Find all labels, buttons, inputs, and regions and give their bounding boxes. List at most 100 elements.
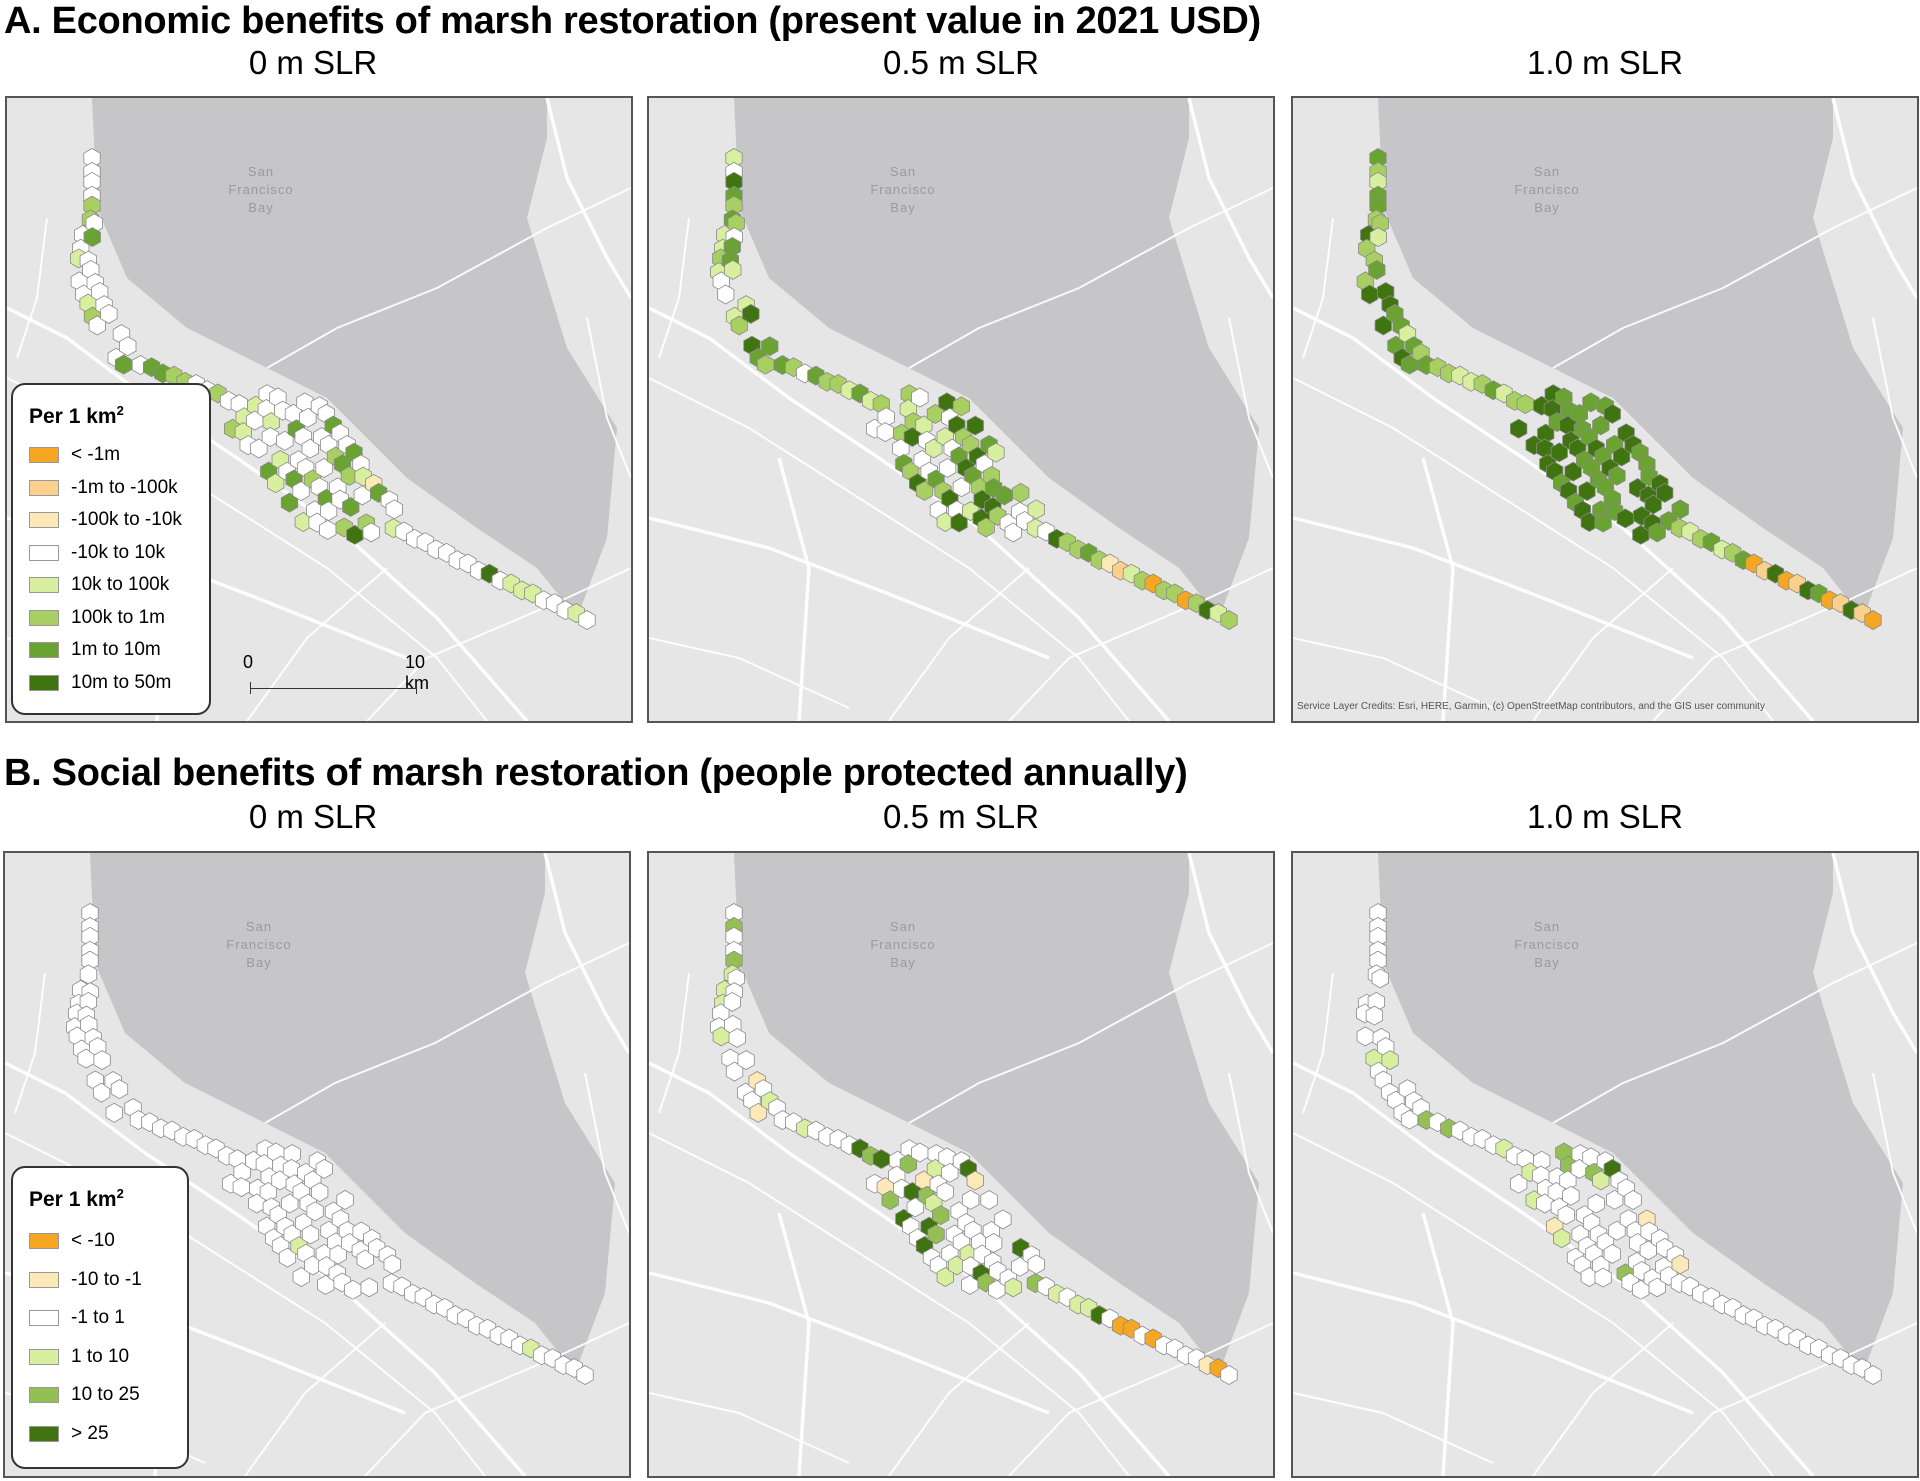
bay-label: Francisco [228,182,293,197]
legend-label: < -1m [71,444,121,466]
legend-swatch [29,609,59,626]
hex-cell [737,1050,755,1071]
hex-cell [360,1277,378,1298]
road [649,377,1130,721]
road [888,567,1030,721]
hexagon-grid [66,903,594,1385]
legend-swatch [29,1233,59,1250]
bay-label: Bay [1534,200,1559,215]
hex-cell [1220,610,1238,630]
map-canvas: San Francisco Bay [1293,98,1917,721]
hex-cell [1516,394,1534,415]
road [777,457,811,721]
road [364,1322,629,1476]
legend-item: 10 to 25 [29,1376,171,1415]
road [1872,1072,1917,1234]
road [7,306,529,721]
hexagon-grid [710,903,1238,1385]
map-a-10m[interactable]: San Francisco Bay [1291,96,1919,723]
legend-item: 10m to 50m [29,667,193,700]
hex-cell [761,336,779,357]
panel-b2-title: 0.5 m SLR [883,798,1039,835]
legend-economic: Per 1 km2 < -1m -1m to -100k -100k to -10k… [11,383,211,715]
hex-cell [261,427,280,447]
hex-cell [578,610,596,630]
road [266,187,631,369]
map-b-10m[interactable]: San Francisco Bay [1291,851,1919,1478]
scale-bar-start: 0 [243,652,254,672]
hex-cell [301,1224,320,1245]
map-b-05m[interactable]: San Francisco Bay [647,851,1275,1478]
hex-cell [93,1050,111,1071]
hex-cell [576,1365,594,1385]
hex-cell [1562,1185,1580,1206]
hex-cell [105,1102,123,1123]
legend-label: > 25 [71,1422,109,1444]
hex-cell [1864,610,1882,630]
hex-cell [1371,968,1389,989]
hex-cell [728,1027,746,1048]
legend-title: Per 1 km2 [29,1186,124,1211]
legend-label: 10m to 50m [71,671,172,693]
legend-swatch [29,544,59,561]
hex-cell [1864,1365,1882,1385]
map-canvas: San Francisco Bay [649,98,1273,721]
hex-cell [1603,403,1621,424]
panel-b1-title: 0 m SLR [248,798,378,835]
bay-label: Francisco [226,937,291,952]
legend-item: > 25 [29,1415,171,1454]
panel-b3-title: 1.0 m SLR [1527,798,1683,835]
map-a-05m[interactable]: San Francisco Bay [647,96,1275,723]
hex-cell [1509,418,1528,439]
road [649,1061,1171,1476]
service-layer-credits: Service Layer Credits: Esri, HERE, Garmi… [1297,701,1765,712]
road [1293,1061,1815,1476]
legend-title: Per 1 km2 [29,403,124,428]
panel-a3-title: 1.0 m SLR [1527,44,1683,81]
hex-cell [911,1142,929,1163]
legend-swatch [29,577,59,594]
map-canvas: San Francisco Bay [1293,853,1917,1476]
road [908,942,1273,1124]
road [1532,567,1674,721]
hex-cell [911,387,929,408]
hexagon-grid [70,148,596,630]
panel-a2-title: 0.5 m SLR [883,44,1039,81]
bay-label: San [890,164,916,179]
road [1008,1322,1273,1476]
road [584,1072,629,1234]
hex-cell [1608,465,1626,486]
road [649,637,850,709]
road [1872,317,1917,479]
hex-cell [1656,482,1674,503]
legend-label: -1m to -100k [71,476,178,498]
bay-label: Francisco [870,937,935,952]
hex-cell [1004,1277,1022,1298]
legend-item: -10k to 10k [29,537,193,570]
legend-swatch [29,1387,59,1404]
road [649,1271,1050,1415]
legend-swatch [29,1348,59,1365]
road [1552,187,1917,369]
legend-label: 10k to 100k [71,574,170,596]
hex-cell [1582,392,1600,413]
legend-swatch [29,1310,59,1327]
hex-cell [952,396,971,417]
map-b-0m[interactable]: San Francisco Bay [3,851,631,1478]
hex-cell [876,422,894,443]
hex-cell [1557,1205,1575,1225]
legend-label: -10 to -1 [71,1268,142,1290]
legend-item: < -10 [29,1222,171,1261]
road [1293,1271,1694,1415]
road [1293,306,1815,721]
hex-cell [994,1209,1012,1230]
hex-cell [1381,1050,1399,1071]
road [649,516,1050,660]
hex-cell [315,1158,333,1179]
bay-water [1378,98,1903,618]
bay-label: Bay [890,955,915,970]
legend-social: Per 1 km2 < -10 -10 to -1 -1 to 1 1 to 10 10… [11,1166,189,1469]
road [658,972,690,1114]
legend-label: -1 to 1 [71,1307,125,1329]
legend-swatch [29,447,59,464]
